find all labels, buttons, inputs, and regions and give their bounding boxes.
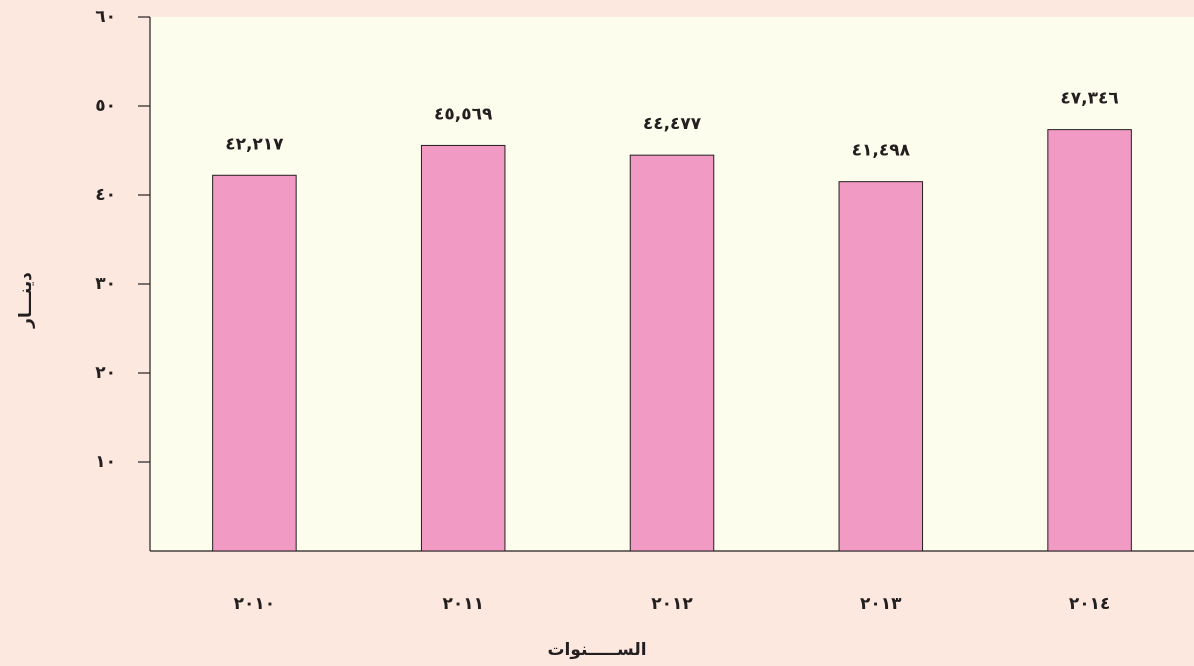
bar [838,181,924,552]
y-axis-title: دينـــار [16,272,36,329]
y-tick-label: ٢٠ [95,363,116,383]
y-tick-label: ١٠ [95,452,116,472]
x-tick-label: ٢٠١٠ [234,594,276,614]
bar [629,154,715,552]
bar [212,174,297,552]
x-axis-title: الســـــنوات [547,640,646,660]
value-label: ٤٥,٥٦٩ [434,104,493,124]
bar [420,144,506,552]
y-tick-label: ٣٠ [95,274,116,294]
value-label: ٤١,٤٩٨ [852,141,911,161]
y-tick-label: ٤٠ [95,185,116,205]
x-tick-label: ٢٠١٤ [1069,594,1111,614]
value-label: ٤٧,٣٤٦ [1060,89,1118,109]
value-label: ٤٤,٤٧٧ [643,114,702,134]
x-tick-label: ٢٠١٣ [860,594,902,614]
y-tick-label: ٦٠ [95,7,116,27]
x-tick-label: ٢٠١٢ [651,594,693,614]
y-tick-label: ٥٠ [95,96,116,116]
value-label: ٤٢,٢١٧ [225,134,284,154]
bar [1047,129,1132,552]
x-tick-label: ٢٠١١ [442,594,484,614]
